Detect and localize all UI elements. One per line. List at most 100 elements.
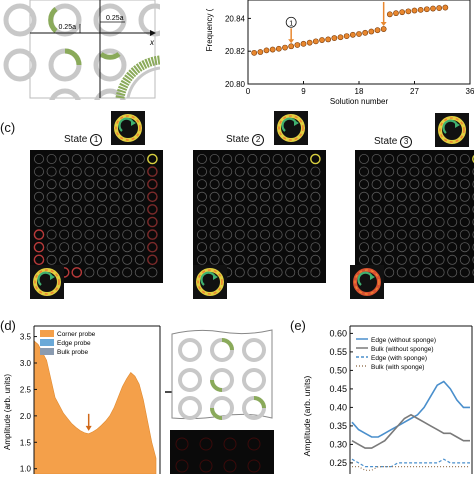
lattice-ring: [371, 154, 382, 164]
rotation-arrowhead-icon: [50, 274, 55, 280]
lattice-ring: [59, 191, 70, 202]
lattice-ring: [396, 267, 407, 278]
data-point: [257, 49, 264, 55]
mode-ring-detail: [34, 269, 60, 295]
lattice-ring: [447, 267, 458, 278]
lattice-ring: [297, 191, 308, 202]
lattice-ring: [222, 229, 233, 240]
lattice-ring: [197, 229, 207, 240]
mode-ring-detail: [115, 115, 141, 141]
series-line: [351, 458, 470, 468]
lattice-ring: [272, 267, 283, 278]
lattice-ring: [272, 179, 283, 190]
lattice-ring: [472, 193, 474, 201]
lattice-ring: [222, 217, 233, 228]
lattice-ring: [422, 217, 433, 228]
lattice-ring: [71, 217, 82, 228]
rotation-arrowhead-icon: [455, 122, 460, 128]
legend-label: Bulk probe: [57, 349, 88, 356]
lattice-ring: [472, 230, 474, 239]
y-tick-label: 2.5: [20, 385, 32, 394]
lattice-ring: [59, 204, 70, 215]
lattice-ring: [147, 166, 158, 177]
lattice-ring: [109, 154, 120, 164]
lattice-ring: [396, 191, 407, 202]
lattice-ring: [59, 229, 70, 240]
panel-d-chart: 1.0 1.5 2.0 2.5 3.0 3.5 Amplitude (arb. units)…: [0, 322, 165, 475]
x-tick-label: 18: [355, 87, 364, 96]
lattice-ring: [459, 204, 470, 215]
lattice-ring: [422, 179, 433, 190]
lattice-ring: [147, 153, 158, 165]
lattice-ring: [59, 217, 70, 228]
lattice-ring: [122, 267, 133, 278]
lattice-ring: [46, 254, 57, 265]
data-point: [436, 5, 443, 11]
state-1-inset-top: [111, 111, 145, 145]
lattice-ring: [59, 154, 70, 164]
lattice-ring: [234, 254, 245, 265]
lattice-ring: [59, 242, 70, 253]
lattice-ring: [97, 179, 108, 190]
y-tick-label: 1.5: [20, 438, 32, 447]
data-point: [423, 6, 430, 13]
lattice-ring: [122, 204, 133, 215]
legend-label: Edge (with sponge): [371, 355, 427, 362]
lattice-ring: [422, 154, 433, 164]
dip-arrow-head: [85, 425, 92, 431]
lattice-ring: [46, 242, 57, 253]
lattice-ring: [409, 191, 420, 202]
state-1-word: State: [64, 134, 88, 145]
rotation-arrowhead-icon: [213, 274, 218, 280]
lattice-ring: [147, 178, 158, 190]
lattice-ring: [234, 267, 245, 278]
lattice-ring: [285, 166, 296, 177]
lattice-ring: [34, 191, 44, 202]
y-tick-label: 0.35: [329, 421, 347, 431]
data-point: [356, 31, 362, 37]
lattice-ring: [84, 254, 95, 265]
lattice-ring: [197, 242, 207, 253]
lattice-ring: [371, 204, 382, 215]
lattice-ring: [147, 229, 158, 240]
lattice-ring: [71, 166, 82, 177]
amplitude-line-svg: 0.25 0.30 0.35 0.40 0.45 0.50 0.55 0.60 Amplitud…: [302, 325, 473, 474]
lattice-ring: [310, 242, 321, 253]
lattice-ring: [272, 204, 283, 215]
lattice-ring: [34, 204, 44, 215]
state-3-inset-corner: [350, 265, 384, 299]
lattice-ring: [285, 154, 296, 164]
lattice-ring: [134, 179, 145, 190]
lattice-ring: [422, 229, 433, 240]
lattice-ring: [209, 242, 220, 253]
mode-ring-detail: [197, 269, 223, 295]
lattice-ring: [109, 217, 120, 228]
lattice-ring: [97, 217, 108, 228]
lattice-ring: [384, 191, 395, 202]
lattice-ring: [371, 191, 382, 202]
lattice-ring: [134, 166, 145, 177]
lattice-ring: [359, 217, 369, 228]
rotation-arrow-icon: [442, 119, 459, 134]
lattice-ring: [447, 179, 458, 190]
lattice-ring: [359, 229, 369, 240]
lattice-ring: [459, 267, 470, 278]
lattice-ring: [46, 166, 57, 177]
lattice-ring: [34, 154, 44, 164]
lattice-ring: [272, 217, 283, 228]
lattice-ring: [122, 179, 133, 190]
lattice-ring: [247, 242, 258, 253]
lattice-ring: [71, 204, 82, 215]
lattice-ring: [33, 254, 45, 266]
lattice-ring: [109, 191, 120, 202]
lattice-ring: [209, 154, 220, 164]
lattice-ring: [109, 229, 120, 240]
lattice-ring: [247, 267, 258, 278]
lattice-ring: [384, 166, 395, 177]
lattice-ring: [209, 254, 220, 265]
lattice-ring: [434, 254, 445, 265]
lattice-ring: [147, 267, 158, 278]
lattice-ring: [71, 154, 82, 164]
label-quarter-a-horizontal: 0.25a: [106, 15, 124, 22]
y-tick-label: 0.60: [329, 328, 347, 338]
